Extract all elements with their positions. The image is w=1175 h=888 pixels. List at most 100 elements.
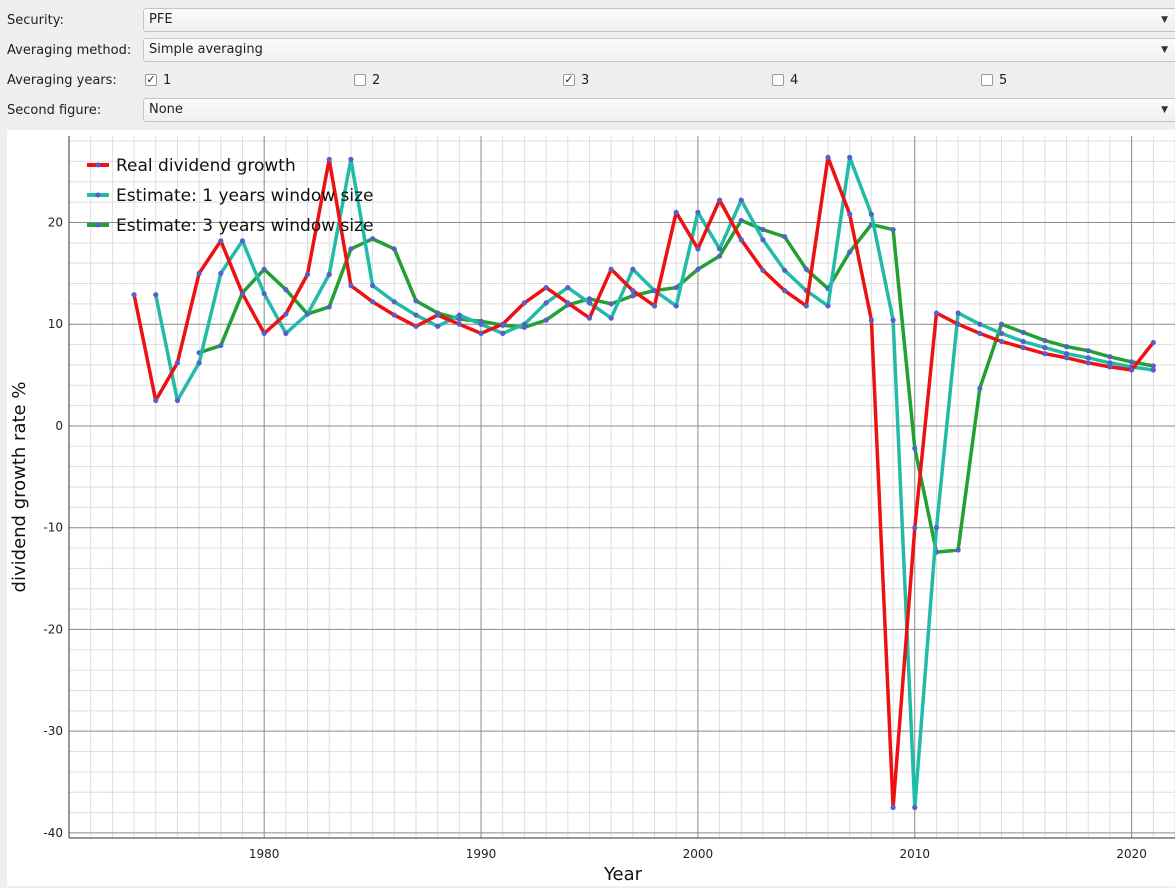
second-figure-row: Second figure: None ▼ — [0, 96, 1175, 126]
averaging-years-row: Averaging years: ✓ 1 2 ✓ 3 4 5 — [0, 66, 1175, 96]
legend-marker — [95, 192, 101, 198]
security-combobox[interactable]: PFE ▼ — [143, 8, 1175, 32]
checkbox-label: 5 — [999, 73, 1008, 88]
data-point — [955, 321, 961, 327]
data-point — [218, 238, 224, 244]
data-point — [760, 237, 766, 243]
data-point — [651, 303, 658, 309]
data-point — [196, 360, 202, 366]
data-point — [239, 291, 246, 297]
data-point — [1020, 329, 1026, 335]
data-point — [608, 315, 614, 321]
data-point — [435, 312, 441, 318]
data-point — [391, 312, 397, 318]
x-tick-label: 1980 — [249, 847, 280, 861]
data-point — [304, 271, 311, 277]
data-point — [456, 321, 462, 327]
data-point — [1150, 363, 1156, 369]
checkbox-label: 3 — [581, 73, 590, 88]
data-point — [803, 266, 809, 272]
data-point — [348, 282, 354, 289]
x-tick-label: 2020 — [1116, 847, 1147, 861]
data-point — [868, 211, 874, 217]
data-point — [456, 312, 462, 318]
checkbox-box[interactable] — [981, 74, 993, 86]
data-point — [1042, 345, 1048, 351]
data-point — [1063, 355, 1070, 361]
data-point — [1085, 360, 1091, 366]
data-point — [304, 311, 311, 317]
data-point — [543, 284, 549, 291]
data-point — [174, 397, 181, 404]
checkbox-label: 1 — [163, 73, 172, 88]
data-point — [521, 321, 528, 327]
data-point — [695, 246, 701, 252]
security-row: Security: PFE ▼ — [0, 6, 1175, 36]
data-point — [1020, 345, 1026, 351]
data-point — [218, 342, 224, 349]
data-point — [1129, 359, 1135, 365]
second-figure-value: None — [149, 102, 183, 117]
data-point — [586, 315, 593, 321]
data-point — [370, 299, 376, 305]
data-point — [630, 293, 636, 299]
data-point — [695, 209, 701, 215]
checkbox-box[interactable]: ✓ — [563, 73, 575, 86]
data-point — [890, 804, 896, 811]
second-figure-label: Second figure: — [7, 103, 102, 118]
data-point — [261, 330, 267, 336]
data-point — [478, 330, 484, 336]
checkbox-box[interactable]: ✓ — [145, 73, 157, 86]
data-point — [521, 300, 528, 306]
data-point — [391, 246, 397, 252]
data-point — [1085, 355, 1091, 361]
second-figure-combobox[interactable]: None ▼ — [143, 98, 1175, 122]
data-point — [630, 266, 636, 272]
averaging-method-combobox[interactable]: Simple averaging ▼ — [143, 38, 1175, 62]
averaging-years-label: Averaging years: — [7, 73, 117, 88]
data-point — [738, 217, 744, 224]
averaging-method-row: Averaging method: Simple averaging ▼ — [0, 36, 1175, 66]
data-point — [847, 211, 853, 217]
data-point — [543, 317, 549, 323]
chevron-down-icon: ▼ — [1161, 105, 1168, 115]
checkbox-box[interactable] — [354, 74, 366, 86]
data-point — [413, 298, 419, 304]
data-point — [261, 291, 267, 297]
data-point — [716, 197, 723, 203]
data-point — [283, 311, 289, 317]
data-point — [673, 209, 679, 215]
data-point — [760, 227, 766, 233]
data-point — [977, 321, 983, 327]
data-point — [348, 246, 354, 252]
data-point — [716, 253, 723, 259]
data-point — [413, 323, 419, 329]
security-value: PFE — [149, 12, 173, 27]
y-tick-label: 10 — [48, 317, 63, 331]
data-point — [630, 288, 636, 294]
legend-label: Estimate: 1 years window size — [116, 186, 374, 206]
data-point — [847, 249, 853, 255]
data-point — [825, 303, 831, 309]
data-point — [456, 316, 462, 322]
data-point — [543, 300, 549, 306]
data-point — [261, 266, 267, 272]
data-point — [565, 300, 571, 306]
data-point — [998, 321, 1005, 327]
data-point — [131, 292, 137, 298]
data-point — [847, 154, 853, 160]
checkbox-box[interactable] — [772, 74, 784, 86]
y-tick-label: -40 — [43, 826, 63, 840]
series-1 — [131, 154, 1156, 811]
data-point — [782, 234, 788, 240]
data-point — [500, 321, 506, 327]
data-point — [608, 266, 614, 272]
data-point — [782, 267, 788, 273]
data-point — [912, 804, 918, 811]
data-point — [1042, 337, 1048, 344]
data-point — [716, 246, 723, 252]
data-point — [348, 156, 354, 162]
data-point — [1129, 367, 1135, 373]
legend-label: Estimate: 3 years window size — [116, 216, 374, 236]
averaging-method-value: Simple averaging — [149, 42, 263, 57]
